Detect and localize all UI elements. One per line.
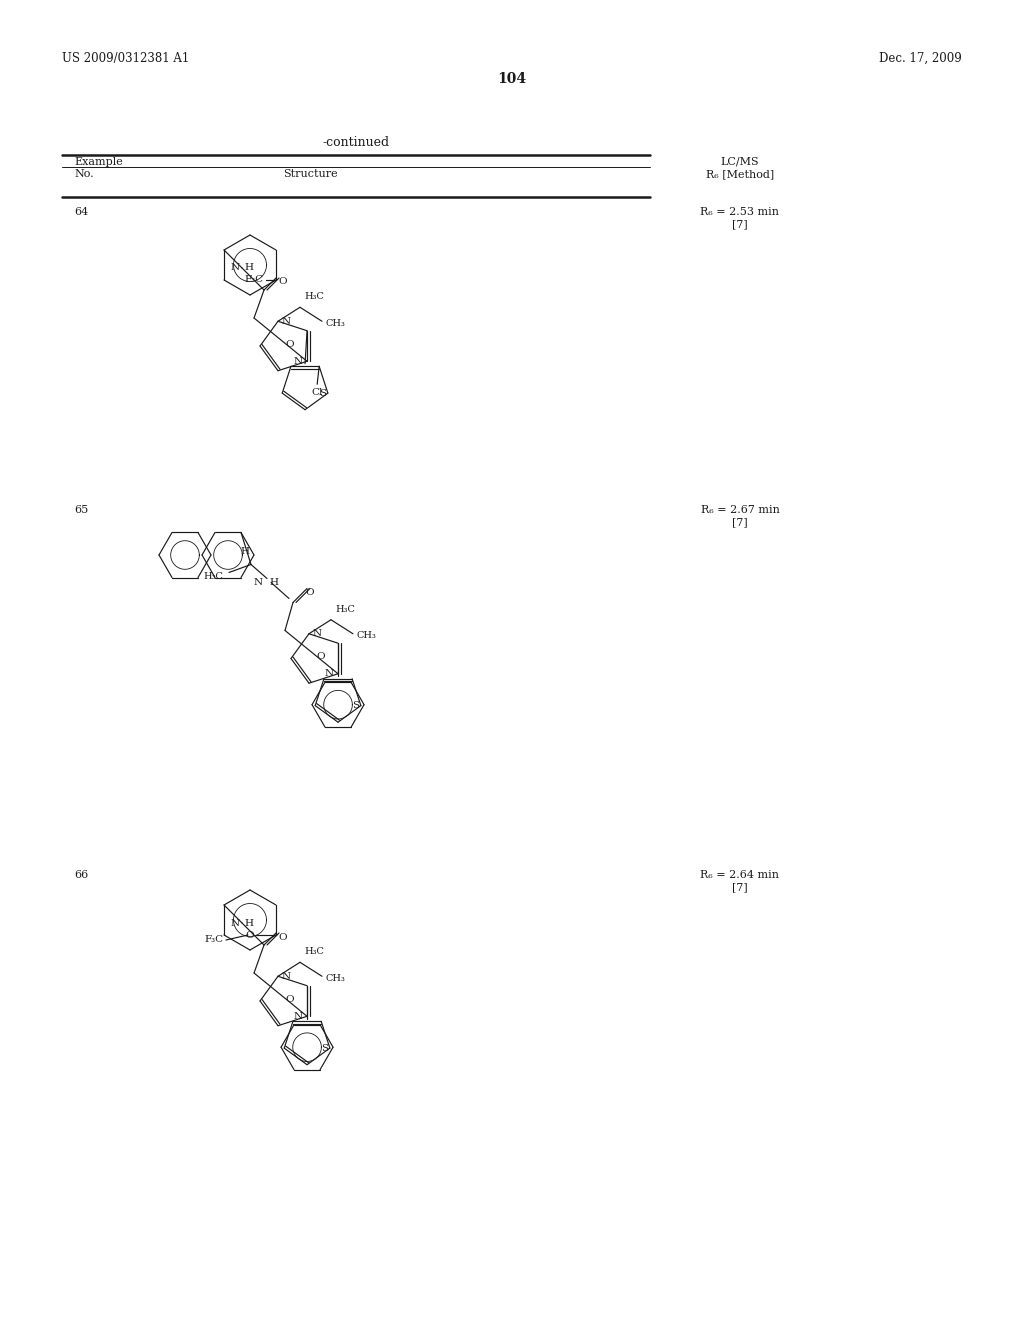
Text: N: N	[230, 264, 240, 272]
Text: [7]: [7]	[732, 882, 748, 892]
Text: O: O	[279, 932, 287, 941]
Text: H₃C: H₃C	[335, 605, 355, 614]
Text: 104: 104	[498, 73, 526, 86]
Text: LC/MS: LC/MS	[721, 157, 760, 168]
Text: S: S	[351, 701, 358, 710]
Text: CH₃: CH₃	[326, 318, 346, 327]
Text: Dec. 17, 2009: Dec. 17, 2009	[880, 51, 962, 65]
Text: H: H	[241, 548, 250, 557]
Text: Cl: Cl	[311, 388, 323, 397]
Text: US 2009/0312381 A1: US 2009/0312381 A1	[62, 51, 189, 65]
Text: N: N	[282, 317, 291, 326]
Text: CH₃: CH₃	[357, 631, 377, 640]
Text: O: O	[285, 339, 294, 348]
Text: N: N	[294, 356, 303, 366]
Text: H₃C: H₃C	[203, 572, 223, 581]
Text: O: O	[305, 587, 313, 597]
Text: 64: 64	[74, 207, 88, 216]
Text: N: N	[294, 1012, 303, 1020]
Text: R₆ = 2.53 min: R₆ = 2.53 min	[700, 207, 779, 216]
Text: F₃C: F₃C	[245, 276, 264, 285]
Text: H: H	[244, 919, 253, 928]
Text: R₆ [Method]: R₆ [Method]	[706, 169, 774, 180]
Text: O: O	[285, 995, 294, 1005]
Text: N: N	[254, 578, 263, 587]
Text: F₃C: F₃C	[205, 936, 224, 945]
Text: N: N	[313, 630, 323, 639]
Text: Example: Example	[74, 157, 123, 168]
Text: S: S	[321, 1044, 328, 1052]
Text: H: H	[269, 578, 278, 587]
Text: H₃C: H₃C	[304, 292, 324, 301]
Text: 66: 66	[74, 870, 88, 880]
Text: [7]: [7]	[732, 517, 748, 527]
Text: O: O	[246, 931, 254, 940]
Text: N: N	[230, 919, 240, 928]
Text: O: O	[279, 277, 287, 286]
Text: H₃C: H₃C	[304, 948, 324, 956]
Text: [7]: [7]	[732, 219, 748, 228]
Text: 65: 65	[74, 506, 88, 515]
Text: -continued: -continued	[323, 136, 389, 149]
Text: Structure: Structure	[283, 169, 337, 180]
Text: S: S	[318, 388, 326, 397]
Text: R₆ = 2.64 min: R₆ = 2.64 min	[700, 870, 779, 880]
Text: R₆ = 2.67 min: R₆ = 2.67 min	[700, 506, 779, 515]
Text: No.: No.	[74, 169, 93, 180]
Text: O: O	[316, 652, 325, 661]
Text: N: N	[325, 669, 334, 678]
Text: N: N	[282, 972, 291, 981]
Text: CH₃: CH₃	[326, 974, 346, 983]
Text: H: H	[244, 264, 253, 272]
